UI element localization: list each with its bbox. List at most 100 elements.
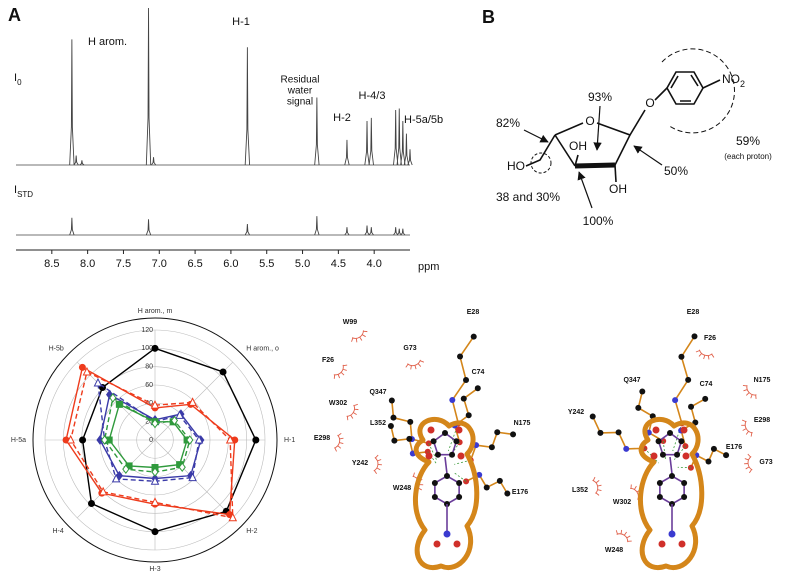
marker	[78, 363, 86, 371]
category-label: H-1	[284, 437, 295, 444]
x-tick-label: 4.0	[367, 258, 382, 270]
residue-label: Q347	[623, 377, 640, 384]
h-bond	[453, 472, 467, 482]
residue-chain	[465, 473, 509, 494]
peak-label: H-5a/5b	[404, 114, 443, 126]
series-label: I	[14, 72, 17, 84]
category-label: H-4	[53, 528, 64, 535]
residue-label: E298	[314, 435, 330, 442]
x-tick-label: 4.5	[331, 258, 346, 270]
atom	[444, 473, 450, 479]
atom	[457, 452, 465, 460]
peak-label: signal	[287, 97, 313, 108]
atom-label: NO	[722, 72, 740, 86]
atom-label: O	[585, 114, 594, 128]
annotation: 59%	[736, 134, 760, 148]
atom	[510, 431, 517, 438]
y-tick-label: 100	[141, 345, 153, 352]
frame	[32, 317, 278, 563]
atom	[681, 480, 688, 486]
residue-label: G73	[759, 459, 772, 466]
atom	[623, 445, 630, 452]
hydrophobic-contact	[333, 364, 348, 379]
category-label: H-5b	[49, 346, 64, 353]
marker	[225, 434, 235, 444]
marker	[186, 435, 194, 445]
hydrophobic-contact	[346, 403, 359, 421]
x-tick-label: 5.0	[295, 258, 310, 270]
residue-label: N175	[514, 420, 531, 427]
atom	[457, 353, 464, 360]
panel-b: B O O NO2 HO OH OH 93% 82% 59% (each p	[482, 7, 772, 228]
atom	[453, 540, 461, 548]
residue-label: F26	[704, 335, 716, 342]
marker	[151, 344, 159, 352]
marker	[150, 476, 160, 485]
x-axis-label: ppm	[418, 261, 439, 273]
peak	[79, 160, 85, 166]
atom	[474, 385, 481, 392]
peak-label: water	[287, 86, 313, 97]
annotation: 100%	[583, 214, 614, 228]
atom	[639, 388, 646, 395]
atom	[390, 414, 397, 421]
atom	[434, 451, 441, 458]
marker	[122, 464, 130, 475]
atom	[463, 377, 470, 384]
bond	[669, 456, 673, 475]
annotation: 82%	[496, 116, 520, 130]
peak	[364, 225, 370, 236]
marker	[170, 415, 179, 426]
hydrophobic-contact	[695, 349, 715, 360]
atom	[407, 418, 414, 425]
atom	[387, 422, 394, 429]
peak	[150, 157, 157, 166]
atom-label: 2	[740, 79, 745, 89]
bond	[444, 456, 448, 475]
y-tick-label: 40	[145, 400, 153, 407]
atom	[406, 435, 413, 442]
x-tick-label: 8.5	[44, 258, 59, 270]
residue-label: C74	[700, 381, 713, 388]
residue-label: L352	[572, 487, 588, 494]
atom	[668, 530, 676, 538]
atom	[658, 540, 666, 548]
series-label: I0	[14, 72, 22, 87]
peak	[396, 228, 402, 236]
peak	[396, 108, 402, 166]
atom	[455, 426, 463, 434]
hydrophobic-contact	[592, 476, 602, 496]
annotation: (each proton)	[724, 152, 772, 161]
marker	[93, 377, 103, 387]
residue-label: W248	[393, 485, 411, 492]
residue-label: Y242	[352, 460, 368, 467]
series-label: 0	[17, 78, 22, 87]
atom	[681, 494, 688, 500]
category-label: H arom., o	[246, 346, 279, 353]
residue-label: E28	[467, 309, 480, 316]
peak	[314, 97, 320, 166]
atom-label: OH	[569, 139, 587, 153]
residue-label: F26	[322, 357, 334, 364]
y-tick-label: 120	[141, 327, 153, 334]
panel-label: B	[482, 7, 495, 27]
atom	[597, 429, 604, 436]
atom	[449, 397, 456, 404]
atom	[710, 445, 717, 452]
atom-label: NO2	[722, 72, 745, 89]
atom	[504, 490, 511, 497]
atom	[388, 397, 395, 404]
peak-label: H-2	[333, 112, 351, 124]
marker	[228, 512, 238, 522]
hydrophobic-contact	[615, 529, 632, 543]
marker	[194, 434, 204, 444]
atom	[589, 413, 596, 420]
hydrophobic-contact	[351, 330, 368, 343]
marker	[151, 467, 159, 477]
atom	[427, 426, 435, 434]
atom	[443, 530, 451, 538]
h-bond	[428, 443, 438, 461]
peak	[344, 139, 350, 166]
residue-label: C74	[472, 369, 485, 376]
